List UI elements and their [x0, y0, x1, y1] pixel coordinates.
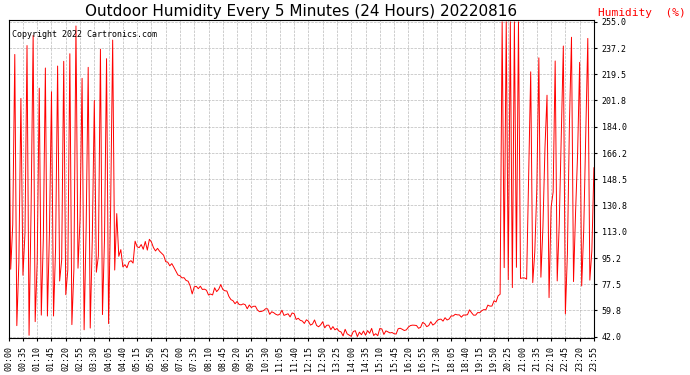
Text: Humidity  (%): Humidity (%)	[598, 8, 686, 18]
Title: Outdoor Humidity Every 5 Minutes (24 Hours) 20220816: Outdoor Humidity Every 5 Minutes (24 Hou…	[86, 4, 518, 19]
Text: Copyright 2022 Cartronics.com: Copyright 2022 Cartronics.com	[12, 30, 157, 39]
